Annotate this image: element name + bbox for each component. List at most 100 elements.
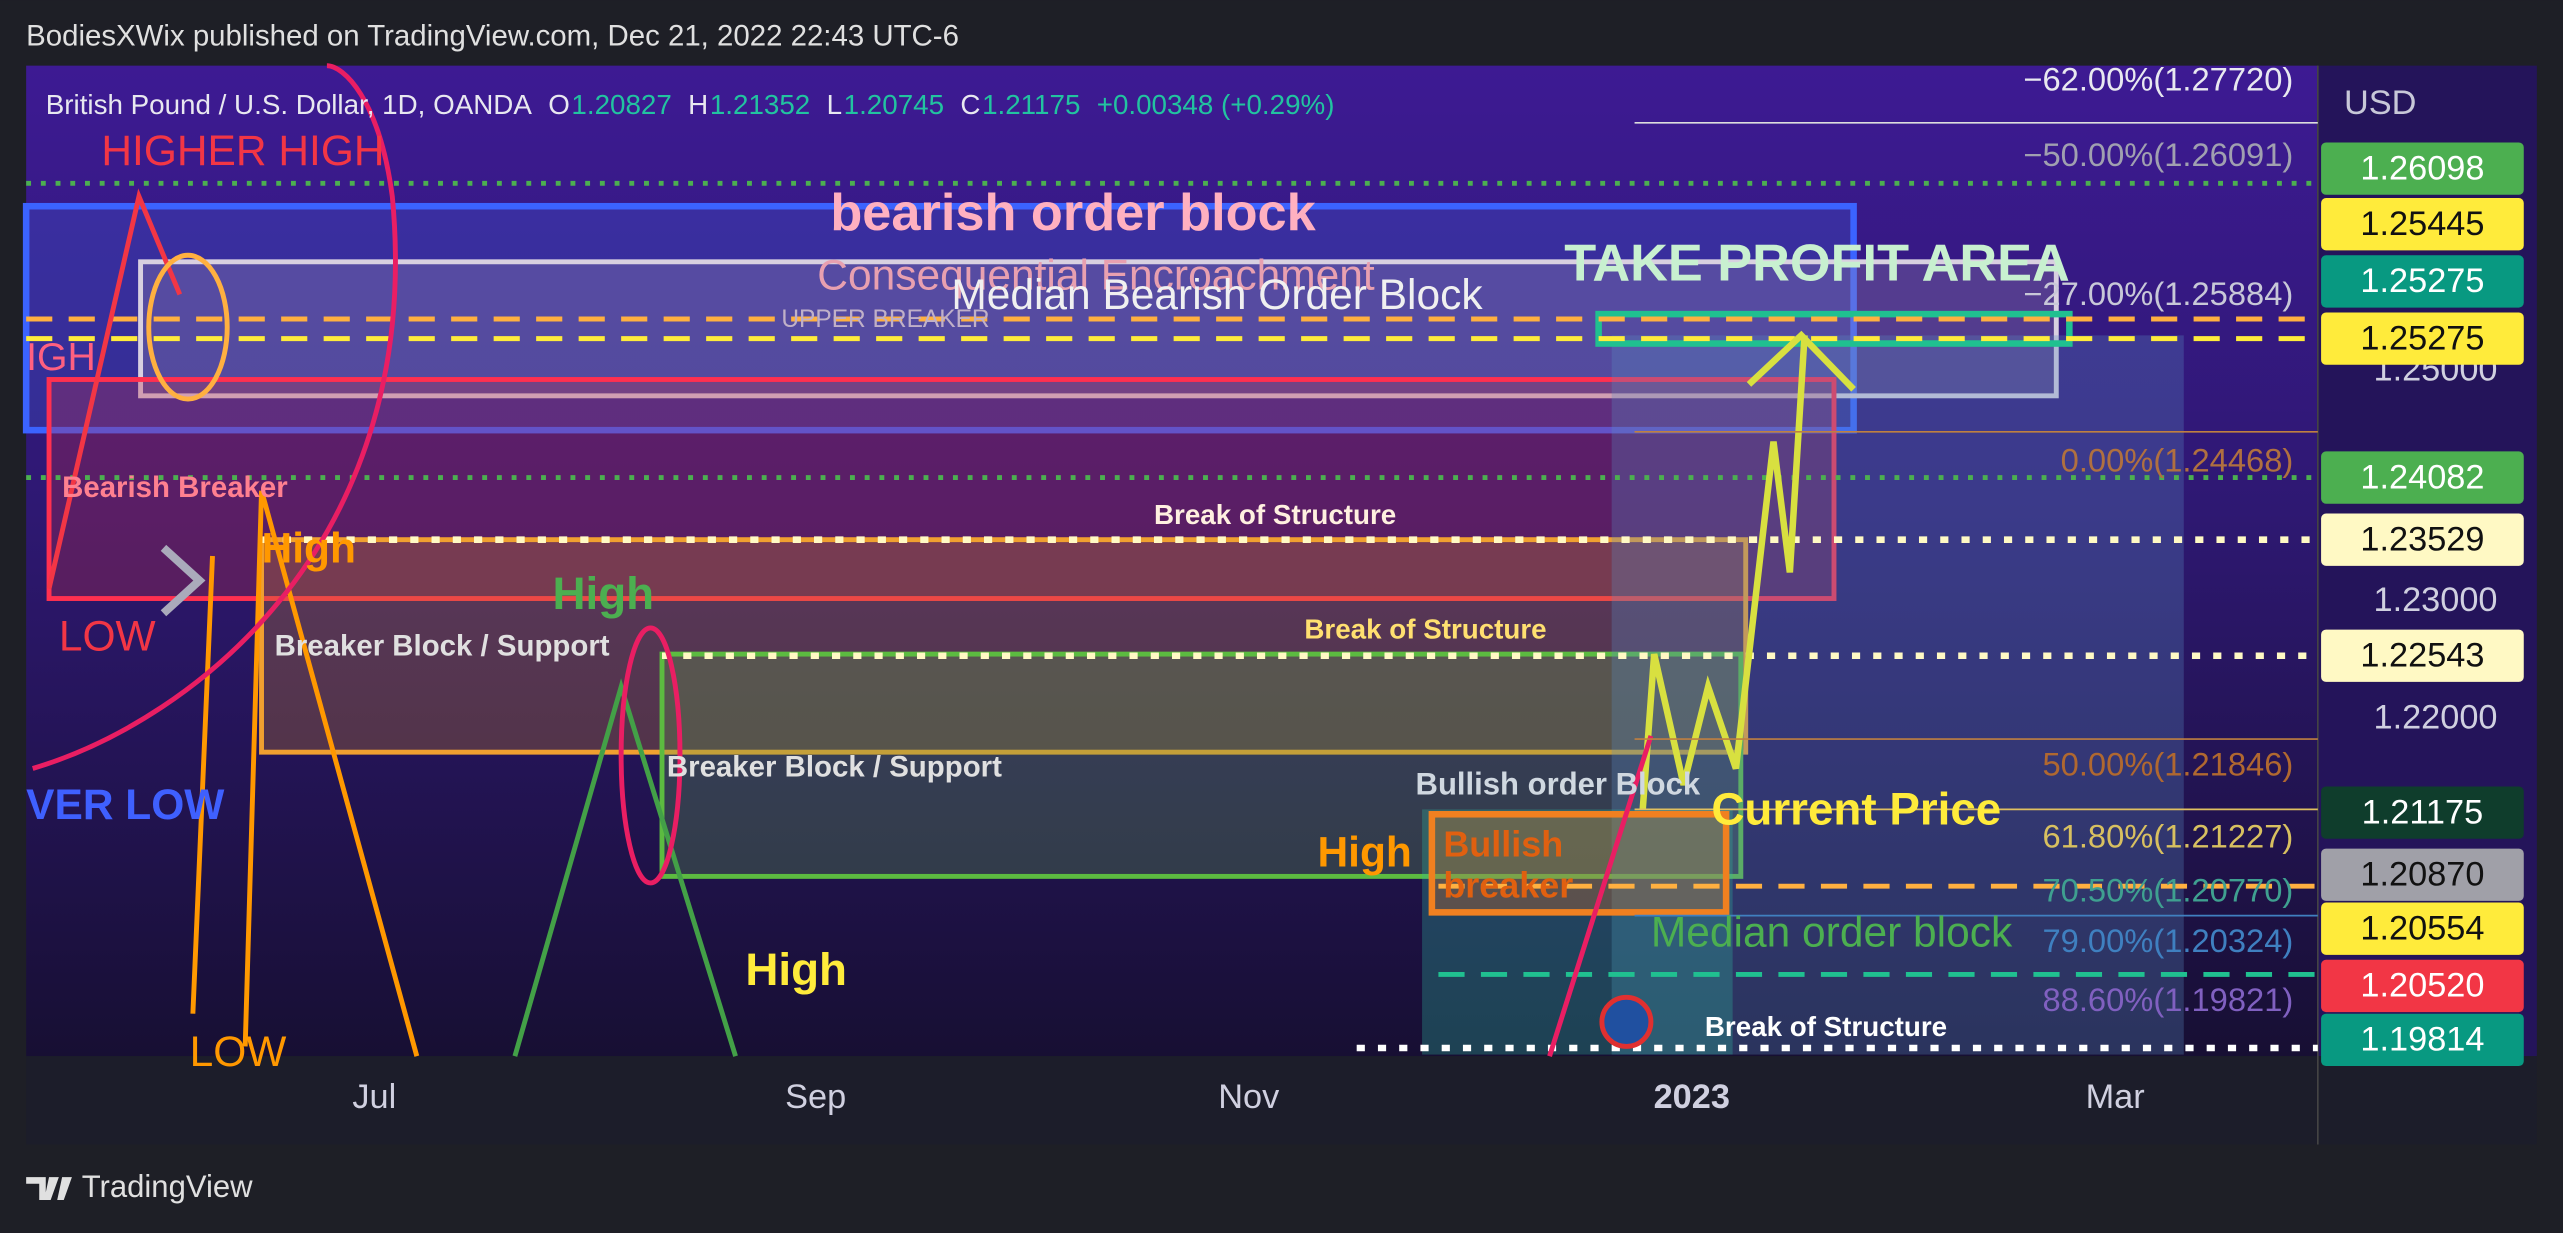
trend-line xyxy=(1547,735,1654,1057)
footer-brand: TradingView xyxy=(82,1169,253,1204)
fib-label: 50.00%(1.21846) xyxy=(2042,746,2293,783)
price-badge-label: 1.20554 xyxy=(2360,909,2484,947)
annotation: Median Bearish Order Block xyxy=(951,272,1483,319)
chart-pane xyxy=(26,65,2318,1057)
price-badge-label: 1.21175 xyxy=(2362,793,2483,831)
annotation: Bullish xyxy=(1443,823,1563,864)
ohlc-value: 1.21352 xyxy=(710,89,810,120)
median-bearish-box xyxy=(138,259,2059,399)
annotation: UPPER BREAKER xyxy=(781,306,989,333)
price-badge xyxy=(2321,312,2524,365)
price-badge-label: 1.22543 xyxy=(2360,636,2484,674)
price-badge xyxy=(2321,513,2524,566)
ohlc-value: 1.20827 xyxy=(571,89,671,120)
annotation: HIGHER HIGH xyxy=(101,128,384,175)
time-label: Mar xyxy=(2086,1078,2145,1116)
price-badge-label: 1.25445 xyxy=(2360,205,2484,243)
fib-label: −50.00%(1.26091) xyxy=(2023,136,2293,173)
time-axis-pane xyxy=(26,1056,2537,1145)
annotation: High xyxy=(1317,829,1411,876)
fib-label: 61.80%(1.21227) xyxy=(2042,817,2293,854)
annotation: Bullish order Block xyxy=(1416,767,1701,802)
legend: British Pound / U.S. Dollar, 1D, OANDA O… xyxy=(46,89,1335,120)
take-profit-box xyxy=(1595,310,2073,347)
annotation: bearish order block xyxy=(830,184,1316,242)
time-label: 2023 xyxy=(1654,1078,1730,1116)
annotation: High xyxy=(745,944,847,995)
price-badge-label: 1.19814 xyxy=(2360,1021,2484,1059)
annotation: TAKE PROFIT AREA xyxy=(1564,235,2070,293)
annotation: IGH xyxy=(26,335,96,379)
projection-path xyxy=(1639,335,1808,810)
time-label: Jul xyxy=(352,1078,396,1116)
price-badge-label: 1.26098 xyxy=(2360,149,2484,187)
ohlc-label: H xyxy=(688,89,708,120)
drawings xyxy=(22,202,2184,1055)
red-path xyxy=(46,188,183,590)
price-badge xyxy=(2321,451,2524,504)
bullish-breaker-box xyxy=(1428,811,1730,916)
orange-path xyxy=(190,489,420,1057)
green-path xyxy=(512,678,738,1057)
price-badge-label: 1.20870 xyxy=(2360,855,2484,893)
fib-label: 88.60%(1.19821) xyxy=(2042,981,2293,1018)
ohlc-label: C xyxy=(960,89,980,120)
ohlc-value: 1.21175 xyxy=(982,89,1080,120)
fib-label: 0.00%(1.24468) xyxy=(2061,441,2294,478)
time-label: Sep xyxy=(785,1078,846,1116)
ellipse xyxy=(618,625,683,886)
annotation: Break of Structure xyxy=(1304,614,1546,645)
event-icon xyxy=(1599,994,1654,1049)
price-badge xyxy=(2321,629,2524,682)
annotation: LOW xyxy=(59,614,156,661)
annotation: Median order block xyxy=(1651,909,2013,956)
bearish-breaker-box xyxy=(46,377,1837,601)
annotation: Break of Structure xyxy=(1154,499,1396,530)
annotation: High xyxy=(262,525,356,572)
annotation: Current Price xyxy=(1711,784,2001,835)
time-label: Nov xyxy=(1218,1078,1280,1116)
fib-label: 79.00%(1.20324) xyxy=(2042,922,2293,959)
price-badge-label: 1.25275 xyxy=(2360,319,2484,357)
annotation: Consequential Encroachment xyxy=(817,252,1375,299)
price-badge xyxy=(2321,959,2524,1013)
arc xyxy=(31,63,398,771)
price-badge-label: 1.24082 xyxy=(2360,458,2484,496)
header-title: BodiesXWix published on TradingView.com,… xyxy=(26,20,959,53)
symbol: British Pound / U.S. Dollar, 1D, OANDA xyxy=(46,89,533,120)
ohlc-label: L xyxy=(827,89,842,120)
annotation: LOW xyxy=(190,1029,287,1076)
price-badge xyxy=(2321,848,2524,901)
annotation: breaker xyxy=(1443,864,1573,905)
fib-label: −27.00%(1.25884) xyxy=(2023,275,2293,312)
chevron xyxy=(160,544,206,617)
annotation: Break of Structure xyxy=(1705,1011,1947,1042)
price-badge-label: 1.20520 xyxy=(2360,967,2484,1005)
arrow-head xyxy=(1746,330,1856,392)
price-badge xyxy=(2321,198,2524,251)
annotation: Bearish Breaker xyxy=(62,471,288,504)
footer-logo xyxy=(26,1177,72,1201)
fib-lines xyxy=(1634,122,2318,917)
currency: USD xyxy=(2344,84,2416,122)
price-badge xyxy=(2321,902,2524,955)
price-badge xyxy=(2321,255,2524,308)
fib-label: −62.00%(1.27720) xyxy=(2023,61,2293,98)
price-badge-label: 1.23529 xyxy=(2360,520,2484,558)
price-badge-label: 1.25275 xyxy=(2360,262,2484,300)
fib-label: 70.50%(1.20770) xyxy=(2042,871,2293,908)
breaker-support-box xyxy=(659,651,1744,879)
annotation: Breaker Block / Support xyxy=(275,629,610,662)
price-badge xyxy=(2321,786,2524,839)
annotation: VER LOW xyxy=(26,782,225,829)
annotation: Breaker Block / Support xyxy=(667,750,1002,783)
price-label: 1.22000 xyxy=(2373,699,2497,737)
ohlc-label: O xyxy=(548,89,570,120)
price-badge xyxy=(2321,1013,2524,1067)
price-badge xyxy=(2321,142,2524,195)
lines xyxy=(26,63,2318,1057)
annotation: High xyxy=(552,568,654,619)
bullish-order-block xyxy=(1422,809,1733,1055)
